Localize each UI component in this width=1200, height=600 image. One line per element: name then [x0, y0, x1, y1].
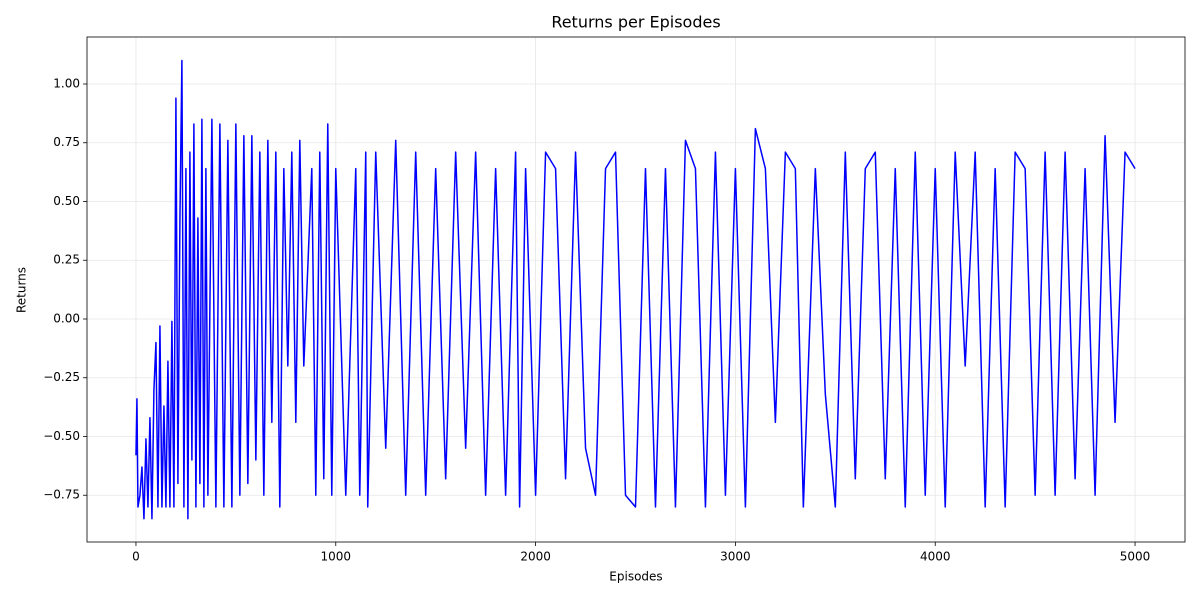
y-tick-label: 0.25 — [53, 253, 80, 267]
y-tick-label: 0.75 — [53, 135, 80, 149]
x-tick-label: 2000 — [520, 550, 551, 564]
data-line — [135, 59, 1136, 520]
chart-title: Returns per Episodes — [551, 13, 720, 32]
y-tick-label: −0.75 — [43, 488, 80, 502]
y-tick-label: 0.50 — [53, 194, 80, 208]
x-tick-label: 1000 — [321, 550, 352, 564]
x-tick-label: 0 — [132, 550, 140, 564]
y-axis-label: Returns — [15, 267, 29, 313]
y-tick-label: 0.00 — [53, 311, 80, 325]
x-axis-label: Episodes — [609, 570, 662, 584]
x-tick-label: 3000 — [720, 550, 751, 564]
y-tick-label: −0.50 — [43, 429, 80, 443]
y-tick-label: 1.00 — [53, 76, 80, 90]
y-tick-label: −0.25 — [43, 370, 80, 384]
x-tick-label: 4000 — [920, 550, 951, 564]
plot-frame — [86, 36, 1186, 543]
x-tick-label: 5000 — [1120, 550, 1151, 564]
